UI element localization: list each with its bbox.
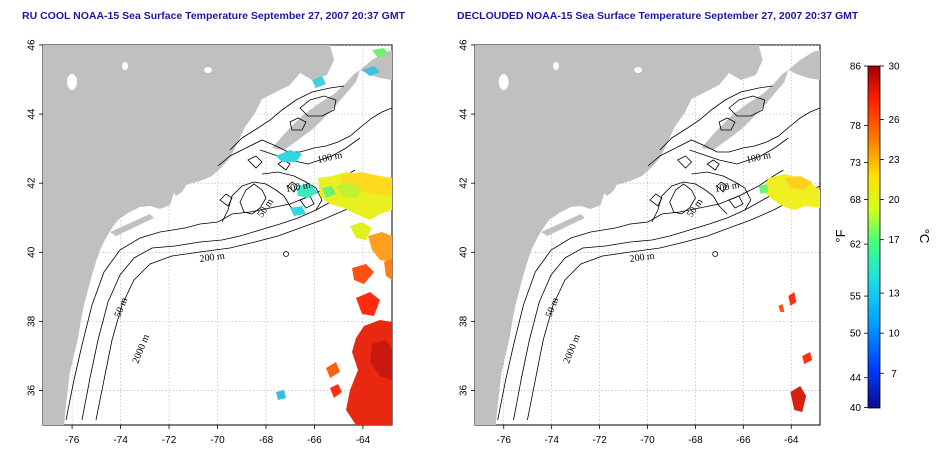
lon-tick-label: -70: [210, 435, 225, 446]
fahrenheit-tick-label: 50: [850, 329, 862, 340]
lon-tick-label: -64: [356, 435, 371, 446]
lat-tick-label: 44: [459, 108, 470, 120]
lat-tick-label: 40: [27, 246, 38, 258]
fahrenheit-tick-label: 73: [850, 158, 862, 169]
celsius-unit-label: °C: [917, 229, 932, 244]
lon-tick-label: -66: [307, 435, 322, 446]
fahrenheit-unit-label: °F: [833, 229, 848, 242]
fahrenheit-tick-label: 78: [850, 121, 862, 132]
lon-tick-label: -64: [784, 435, 799, 446]
lat-tick-label: 38: [459, 315, 470, 327]
lon-tick-label: -70: [640, 435, 655, 446]
celsius-tick-label: 13: [888, 289, 900, 300]
lat-tick-label: 40: [459, 246, 470, 258]
lon-tick-label: -68: [259, 435, 274, 446]
lat-tick-label: 44: [27, 108, 38, 120]
fahrenheit-tick-label: 68: [850, 195, 862, 206]
lat-tick-label: 42: [459, 177, 470, 189]
fahrenheit-tick-label: 62: [850, 240, 862, 251]
lat-tick-label: 36: [27, 384, 38, 396]
celsius-tick-label: 7: [891, 369, 897, 380]
lat-tick-label: 38: [27, 315, 38, 327]
temperature-colorbar: 86 78 73 68 62 55 50 44 40 30 26 23 20 17 13 10 7 °F °C: [833, 62, 932, 414]
celsius-tick-label: 20: [888, 195, 900, 206]
celsius-ticks: 30 26 23 20 17 13 10 7: [880, 62, 900, 380]
celsius-tick-label: 26: [888, 115, 900, 126]
lat-tick-label: 46: [27, 39, 38, 51]
fahrenheit-tick-label: 40: [850, 403, 862, 414]
right-axis-ticks: -76 -74 -72 -70 -68 -66 -64 36 38 40 42 44 46: [459, 39, 799, 446]
lon-tick-label: -72: [592, 435, 607, 446]
lon-tick-label: -74: [113, 435, 128, 446]
lat-tick-label: 46: [459, 39, 470, 51]
lon-tick-label: -76: [497, 435, 512, 446]
left-map-title: RU COOL NOAA-15 Sea Surface Temperature …: [22, 10, 406, 22]
contour-label: 200 m: [629, 250, 656, 265]
lon-tick-label: -74: [544, 435, 559, 446]
right-sst-pixels: [758, 174, 820, 412]
fahrenheit-tick-label: 86: [850, 62, 862, 73]
lat-tick-label: 42: [27, 177, 38, 189]
left-sst-map: 100 m 100 m 50 m 200 m 50 m 2000 m -76 -7…: [27, 39, 393, 446]
fahrenheit-tick-label: 44: [850, 373, 862, 384]
celsius-tick-label: 10: [888, 329, 900, 340]
contour-label: 100 m: [714, 180, 741, 195]
right-sst-map: 100 m 100 m 50 m 200 m 50 m 2000 m -76 -7…: [459, 39, 821, 446]
lon-tick-label: -76: [65, 435, 80, 446]
contour-label: 100 m: [745, 150, 772, 166]
celsius-tick-label: 23: [888, 155, 900, 166]
fahrenheit-tick-label: 55: [850, 292, 862, 303]
left-sst-pixels: [276, 48, 392, 425]
lon-tick-label: -66: [736, 435, 751, 446]
left-axis-ticks: -76 -74 -72 -70 -68 -66 -64 36 38 40 42 44 46: [27, 39, 371, 446]
colorbar-gradient: [867, 65, 881, 409]
lon-tick-label: -72: [162, 435, 177, 446]
contour-label: 100 m: [285, 180, 312, 195]
celsius-tick-label: 30: [888, 62, 900, 73]
contour-label: 100 m: [316, 150, 343, 166]
fahrenheit-ticks: 86 78 73 68 62 55 50 44 40: [850, 62, 868, 414]
right-map-title: DECLOUDED NOAA-15 Sea Surface Temperatur…: [457, 10, 859, 22]
contour-label: 200 m: [199, 251, 226, 265]
lon-tick-label: -68: [688, 435, 703, 446]
celsius-tick-label: 17: [888, 235, 900, 246]
lat-tick-label: 36: [459, 384, 470, 396]
